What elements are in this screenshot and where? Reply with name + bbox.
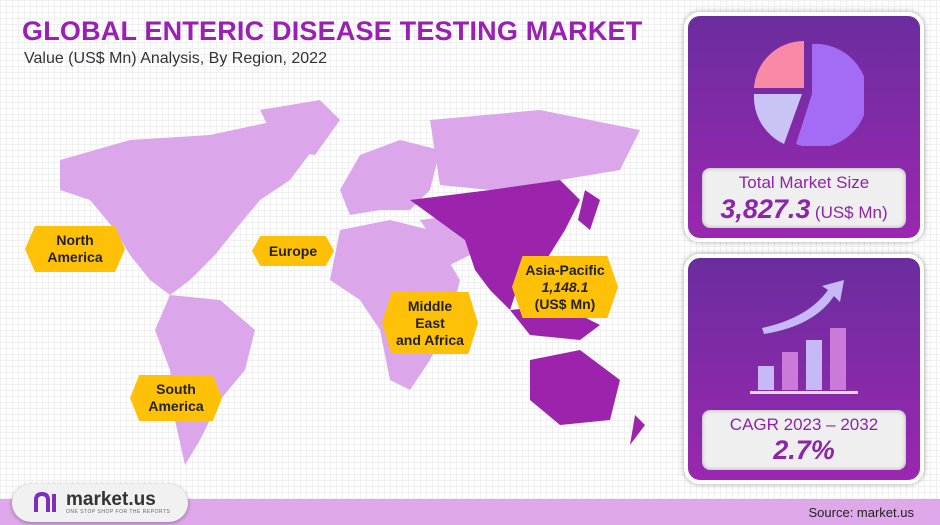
region-name: North xyxy=(56,232,94,248)
cagr-card: CAGR 2023 – 2032 2.7% xyxy=(684,254,924,484)
cagr-value: 2.7% xyxy=(773,435,835,465)
region-unit: (US$ Mn) xyxy=(534,295,596,312)
region-name: America xyxy=(47,249,103,265)
pie-chart-icon xyxy=(754,40,864,146)
region-label-north-america: North America xyxy=(25,226,125,272)
region-label-middle-east-africa: Middle East and Africa xyxy=(382,292,478,354)
market-size-value: 3,827.3 xyxy=(720,194,811,224)
page-subtitle: Value (US$ Mn) Analysis, By Region, 2022 xyxy=(24,50,327,67)
cagr-label: CAGR 2023 – 2032 xyxy=(729,415,879,434)
map-north-america xyxy=(60,120,320,295)
market-us-logo: market.us ONE STOP SHOP FOR THE REPORTS xyxy=(12,484,188,522)
logo-tagline: ONE STOP SHOP FOR THE REPORTS xyxy=(66,509,171,515)
cagr-box: CAGR 2023 – 2032 2.7% xyxy=(702,410,906,470)
region-label-asia-pacific: Asia-Pacific 1,148.1 (US$ Mn) xyxy=(512,256,618,318)
map-russia xyxy=(430,110,640,190)
page-title: GLOBAL ENTERIC DISEASE TESTING MARKET xyxy=(22,16,643,46)
market-size-box: Total Market Size 3,827.3 (US$ Mn) xyxy=(702,168,906,228)
map-new-zealand xyxy=(630,415,645,445)
region-label-south-america: South America xyxy=(130,375,222,421)
market-size-label: Total Market Size xyxy=(738,173,870,192)
map-japan xyxy=(578,190,600,230)
region-name: and Africa xyxy=(396,331,464,348)
map-australia xyxy=(530,350,620,425)
source-text: Source: market.us xyxy=(808,505,915,520)
map-greenland xyxy=(260,100,340,155)
map-asia-pacific xyxy=(410,180,580,310)
logo-icon xyxy=(34,492,56,512)
region-label-europe: Europe xyxy=(252,236,334,266)
growth-chart-icon xyxy=(750,280,858,394)
region-name: America xyxy=(148,398,204,414)
region-name: Asia-Pacific xyxy=(525,261,605,278)
region-name: East xyxy=(415,314,445,331)
region-name: Middle xyxy=(407,297,453,314)
logo-text: market.us xyxy=(66,489,156,510)
market-size-unit: (US$ Mn) xyxy=(814,203,888,222)
region-value: 1,148.1 xyxy=(541,278,589,295)
region-name: Europe xyxy=(268,242,318,259)
region-name: South xyxy=(156,381,196,397)
map-europe xyxy=(340,140,440,215)
market-size-card: Total Market Size 3,827.3 (US$ Mn) xyxy=(684,12,924,242)
